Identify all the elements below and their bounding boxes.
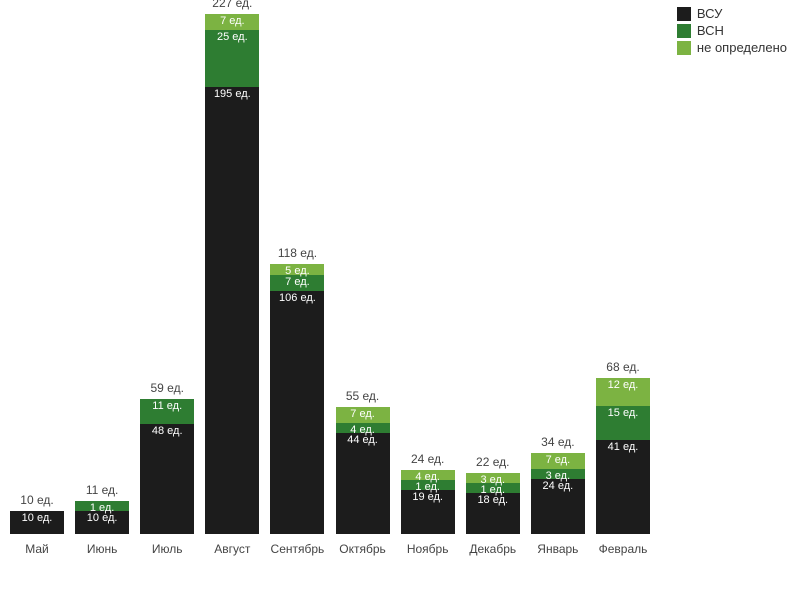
bar-segment-vsn: 25 ед. (205, 30, 259, 87)
bar-segment-vsu: 41 ед. (596, 440, 650, 534)
bar-stack: 106 ед. 7 ед.5 ед. (270, 264, 324, 534)
bar-segment-label: 10 ед. (10, 512, 64, 525)
bar-segment-label: 24 ед. (531, 480, 585, 493)
x-axis-label: Декабрь (466, 542, 520, 556)
bar-segment-label: 12 ед. (596, 379, 650, 392)
x-axis-label: Февраль (596, 542, 650, 556)
bar-column: 11 ед. 10 ед.1 ед. (75, 483, 129, 534)
bar-total-label: 11 ед. (86, 483, 119, 497)
bar-total-label: 227 ед. (212, 0, 252, 10)
bar-total-label: 55 ед. (346, 389, 379, 403)
bar-segment-und: 7 ед. (336, 407, 390, 423)
bar-segment-label: 41 ед. (596, 441, 650, 454)
bar-segment-label: 7 ед. (205, 15, 259, 28)
bar-column: 22 ед. 18 ед.1 ед.3 ед. (466, 455, 520, 534)
bar-segment-vsn: 1 ед. (75, 501, 129, 511)
bar-total-label: 34 ед. (541, 435, 574, 449)
bar-segment-vsn: 11 ед. (140, 399, 194, 424)
bar-segment-vsu: 106 ед. (270, 291, 324, 534)
legend-label: ВСН (697, 23, 724, 38)
bar-segment-vsu: 24 ед. (531, 479, 585, 534)
plot-area: 10 ед.10 ед.11 ед.10 ед.1 ед.59 ед.48 ед… (0, 0, 650, 560)
bar-stack: 18 ед.1 ед.3 ед. (466, 473, 520, 534)
legend-label: не определено (697, 40, 787, 55)
bar-total-label: 22 ед. (476, 455, 509, 469)
legend-swatch-und (677, 41, 691, 55)
bar-total-label: 24 ед. (411, 452, 444, 466)
bar-segment-und: 4 ед. (401, 470, 455, 480)
legend-item-und: не определено (677, 40, 787, 55)
bar-stack: 24 ед.3 ед. 7 ед. (531, 453, 585, 534)
x-axis-label: Январь (531, 542, 585, 556)
bar-segment-label: 15 ед. (596, 407, 650, 420)
legend-swatch-vsu (677, 7, 691, 21)
x-axis: Май Июнь Июль Август Сентябрь Октябрь Ноябрь Де… (10, 542, 650, 556)
bar-total-label: 118 ед. (278, 246, 317, 260)
x-axis-label: Сентябрь (270, 542, 324, 556)
bar-stack: 41 ед. 15 ед. 12 ед. (596, 378, 650, 534)
bar-segment-vsn: 3 ед. (531, 469, 585, 479)
bar-total-label: 59 ед. (151, 381, 184, 395)
bar-segment-vsu: 10 ед. (75, 511, 129, 534)
bar-segment-und: 7 ед. (205, 14, 259, 30)
x-axis-label: Июль (140, 542, 194, 556)
bar-stack: 19 ед.1 ед.4 ед. (401, 470, 455, 534)
bar-segment-vsu: 48 ед. (140, 424, 194, 534)
legend-item-vsu: ВСУ (677, 6, 787, 21)
bar-segment-label: 48 ед. (140, 425, 194, 438)
bar-total-label: 10 ед. (20, 493, 53, 507)
x-axis-label: Июнь (75, 542, 129, 556)
bar-stack: 10 ед. (10, 511, 64, 534)
bars-group: 10 ед.10 ед.11 ед.10 ед.1 ед.59 ед.48 ед… (10, 0, 650, 534)
bar-segment-vsn: 1 ед. (401, 480, 455, 490)
bar-column: 34 ед. 24 ед.3 ед. 7 ед. (531, 435, 585, 534)
bar-total-label: 68 ед. (606, 360, 639, 374)
bar-stack: 44 ед.4 ед. 7 ед. (336, 407, 390, 534)
bar-segment-label: 11 ед. (140, 400, 194, 413)
bar-column: 24 ед. 19 ед.1 ед.4 ед. (401, 452, 455, 534)
bar-segment-und: 3 ед. (466, 473, 520, 483)
x-axis-label: Ноябрь (401, 542, 455, 556)
bar-segment-vsu: 18 ед. (466, 493, 520, 534)
bar-segment-label: 19 ед. (401, 491, 455, 504)
bar-segment-label: 106 ед. (270, 292, 324, 305)
bar-segment-vsn: 1 ед. (466, 483, 520, 493)
bar-segment-vsu: 19 ед. (401, 490, 455, 534)
x-axis-label: Август (205, 542, 259, 556)
bar-segment-label: 25 ед. (205, 31, 259, 44)
bar-segment-label: 44 ед. (336, 434, 390, 447)
bar-stack: 48 ед. 11 ед. (140, 399, 194, 534)
bar-stack: 195 ед. 25 ед. 7 ед. (205, 14, 259, 534)
bar-segment-label: 7 ед. (336, 408, 390, 421)
x-axis-label: Май (10, 542, 64, 556)
bar-segment-vsu: 10 ед. (10, 511, 64, 534)
bar-column: 59 ед. 48 ед. 11 ед. (140, 381, 194, 534)
bar-column: 118 ед. 106 ед. 7 ед.5 ед. (270, 246, 324, 534)
bar-segment-und: 7 ед. (531, 453, 585, 469)
legend-swatch-vsn (677, 24, 691, 38)
bar-column: 227 ед. 195 ед. 25 ед. 7 ед. (205, 0, 259, 534)
bar-column: 55 ед. 44 ед.4 ед. 7 ед. (336, 389, 390, 534)
bar-segment-und: 12 ед. (596, 378, 650, 405)
bar-segment-vsu: 195 ед. (205, 87, 259, 534)
chart-container: 10 ед.10 ед.11 ед.10 ед.1 ед.59 ед.48 ед… (0, 0, 799, 606)
bar-segment-vsn: 4 ед. (336, 423, 390, 433)
bar-segment-label: 195 ед. (205, 88, 259, 101)
bar-segment-vsn: 15 ед. (596, 406, 650, 440)
x-axis-label: Октябрь (336, 542, 390, 556)
legend: ВСУ ВСН не определено (677, 6, 787, 57)
bar-segment-vsn: 7 ед. (270, 275, 324, 291)
bar-segment-label: 10 ед. (75, 512, 129, 525)
bar-segment-vsu: 44 ед. (336, 433, 390, 534)
legend-item-vsn: ВСН (677, 23, 787, 38)
legend-label: ВСУ (697, 6, 722, 21)
bar-column: 68 ед. 41 ед. 15 ед. 12 ед. (596, 360, 650, 534)
bar-segment-label: 18 ед. (466, 494, 520, 507)
bar-segment-label: 7 ед. (531, 454, 585, 467)
bar-segment-und: 5 ед. (270, 264, 324, 275)
bar-stack: 10 ед.1 ед. (75, 501, 129, 534)
bar-segment-label: 7 ед. (270, 276, 324, 289)
bar-column: 10 ед. 10 ед. (10, 493, 64, 534)
